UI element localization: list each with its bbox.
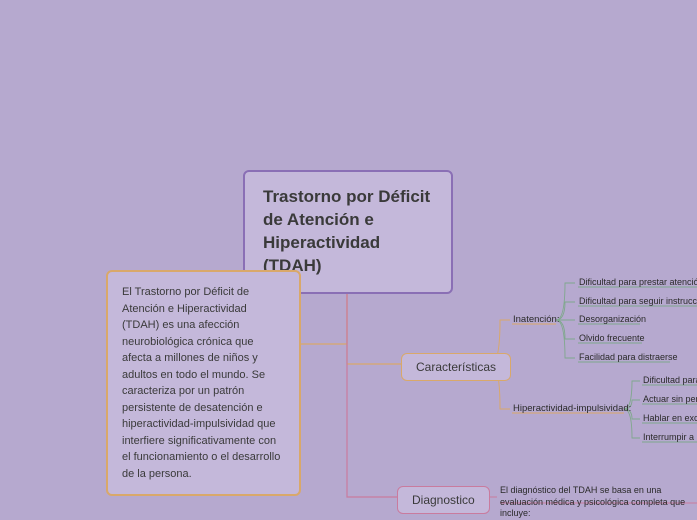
leaf-hyper-0: Dificultad para: [643, 375, 697, 385]
description-box[interactable]: El Trastorno por Déficit de Atención e H…: [106, 270, 301, 496]
leaf-hyper-1: Actuar sin pensar: [643, 394, 697, 404]
node-characteristics[interactable]: Características: [401, 353, 511, 381]
leaf-hyper-2: Hablar en exceso: [643, 413, 697, 423]
leaf-inattention-0: Dificultad para prestar atención: [579, 277, 697, 287]
mindmap-canvas: Trastorno por Déficit de Atención e Hipe…: [0, 0, 697, 520]
group-hyperactivity-label: Hiperactividad-impulsividad:: [513, 403, 631, 414]
group-inattention-label: Inatención:: [513, 314, 559, 325]
diagnosis-text: El diagnóstico del TDAH se basa en una e…: [500, 485, 695, 520]
leaf-hyper-3: Interrumpir a los: [643, 432, 697, 442]
leaf-inattention-1: Dificultad para seguir instrucciones: [579, 296, 697, 306]
leaf-inattention-2: Desorganización: [579, 314, 646, 324]
leaf-inattention-4: Facilidad para distraerse: [579, 352, 678, 362]
node-diagnosis[interactable]: Diagnostico: [397, 486, 490, 514]
leaf-inattention-3: Olvido frecuente: [579, 333, 645, 343]
